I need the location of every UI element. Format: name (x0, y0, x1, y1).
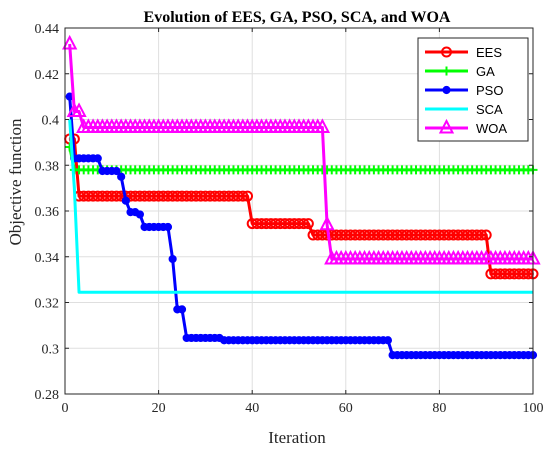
legend: EES GA PSO SCA WOA (417, 37, 529, 142)
data-point (71, 102, 87, 117)
data-point (476, 229, 488, 241)
axis-ticks: 0 20 40 60 80 100 0.28 0.3 0.32 0.34 0.36 0.38 0.4 0.… (35, 22, 544, 416)
y-tick-label: 0.3 (42, 342, 60, 357)
y-tick-label: 0.38 (35, 159, 60, 174)
legend-item: GA (425, 64, 495, 79)
data-point (237, 190, 249, 202)
series-line (68, 43, 533, 261)
data-point (121, 196, 130, 205)
legend-label: WOA (476, 121, 507, 136)
data-point (302, 218, 314, 230)
legend-marker (442, 85, 451, 95)
legend-label: EES (476, 45, 502, 60)
data-point (242, 190, 254, 202)
data-point (168, 254, 177, 264)
data-point (314, 118, 331, 134)
data-point (93, 154, 102, 163)
data-point (177, 305, 187, 314)
data-point (112, 166, 121, 176)
x-tick-label: 80 (432, 401, 446, 416)
data-point (480, 229, 492, 241)
data-point (163, 222, 173, 232)
y-tick-label: 0.32 (35, 297, 60, 312)
legend-label: PSO (476, 83, 503, 98)
legend-marker (442, 66, 451, 76)
legend-label: SCA (476, 102, 503, 117)
x-axis-label: Iteration (268, 428, 326, 447)
legend-item: SCA (425, 102, 503, 117)
x-tick-label: 40 (245, 401, 259, 416)
legend-marker (441, 46, 452, 58)
y-tick-label: 0.4 (42, 114, 60, 129)
y-tick-label: 0.42 (35, 68, 60, 83)
data-point (117, 172, 126, 181)
x-tick-label: 20 (152, 401, 166, 416)
legend-item: WOA (425, 118, 507, 136)
y-tick-label: 0.36 (35, 205, 60, 220)
series-woa (62, 34, 541, 265)
legend-item: PSO (425, 83, 503, 98)
y-tick-label: 0.34 (35, 251, 60, 266)
series-group (62, 34, 541, 360)
data-point (298, 218, 310, 230)
legend-label: GA (476, 64, 495, 79)
series-line (68, 119, 533, 294)
series-pso (65, 92, 538, 360)
y-tick-label: 0.28 (35, 388, 60, 403)
data-point (383, 336, 393, 345)
data-point (319, 215, 335, 231)
x-tick-label: 100 (523, 401, 544, 416)
data-point (62, 34, 78, 50)
chart-title: Evolution of EES, GA, PSO, SCA, and WOA (144, 9, 451, 26)
x-tick-label: 0 (62, 401, 69, 416)
series-line (69, 137, 533, 276)
data-point (135, 210, 144, 219)
y-axis-label: Objective function (6, 118, 25, 245)
y-tick-label: 0.44 (35, 22, 60, 37)
x-tick-label: 60 (339, 401, 353, 416)
legend-item: EES (425, 45, 502, 60)
series-sca (68, 119, 533, 294)
legend-marker (438, 118, 455, 134)
